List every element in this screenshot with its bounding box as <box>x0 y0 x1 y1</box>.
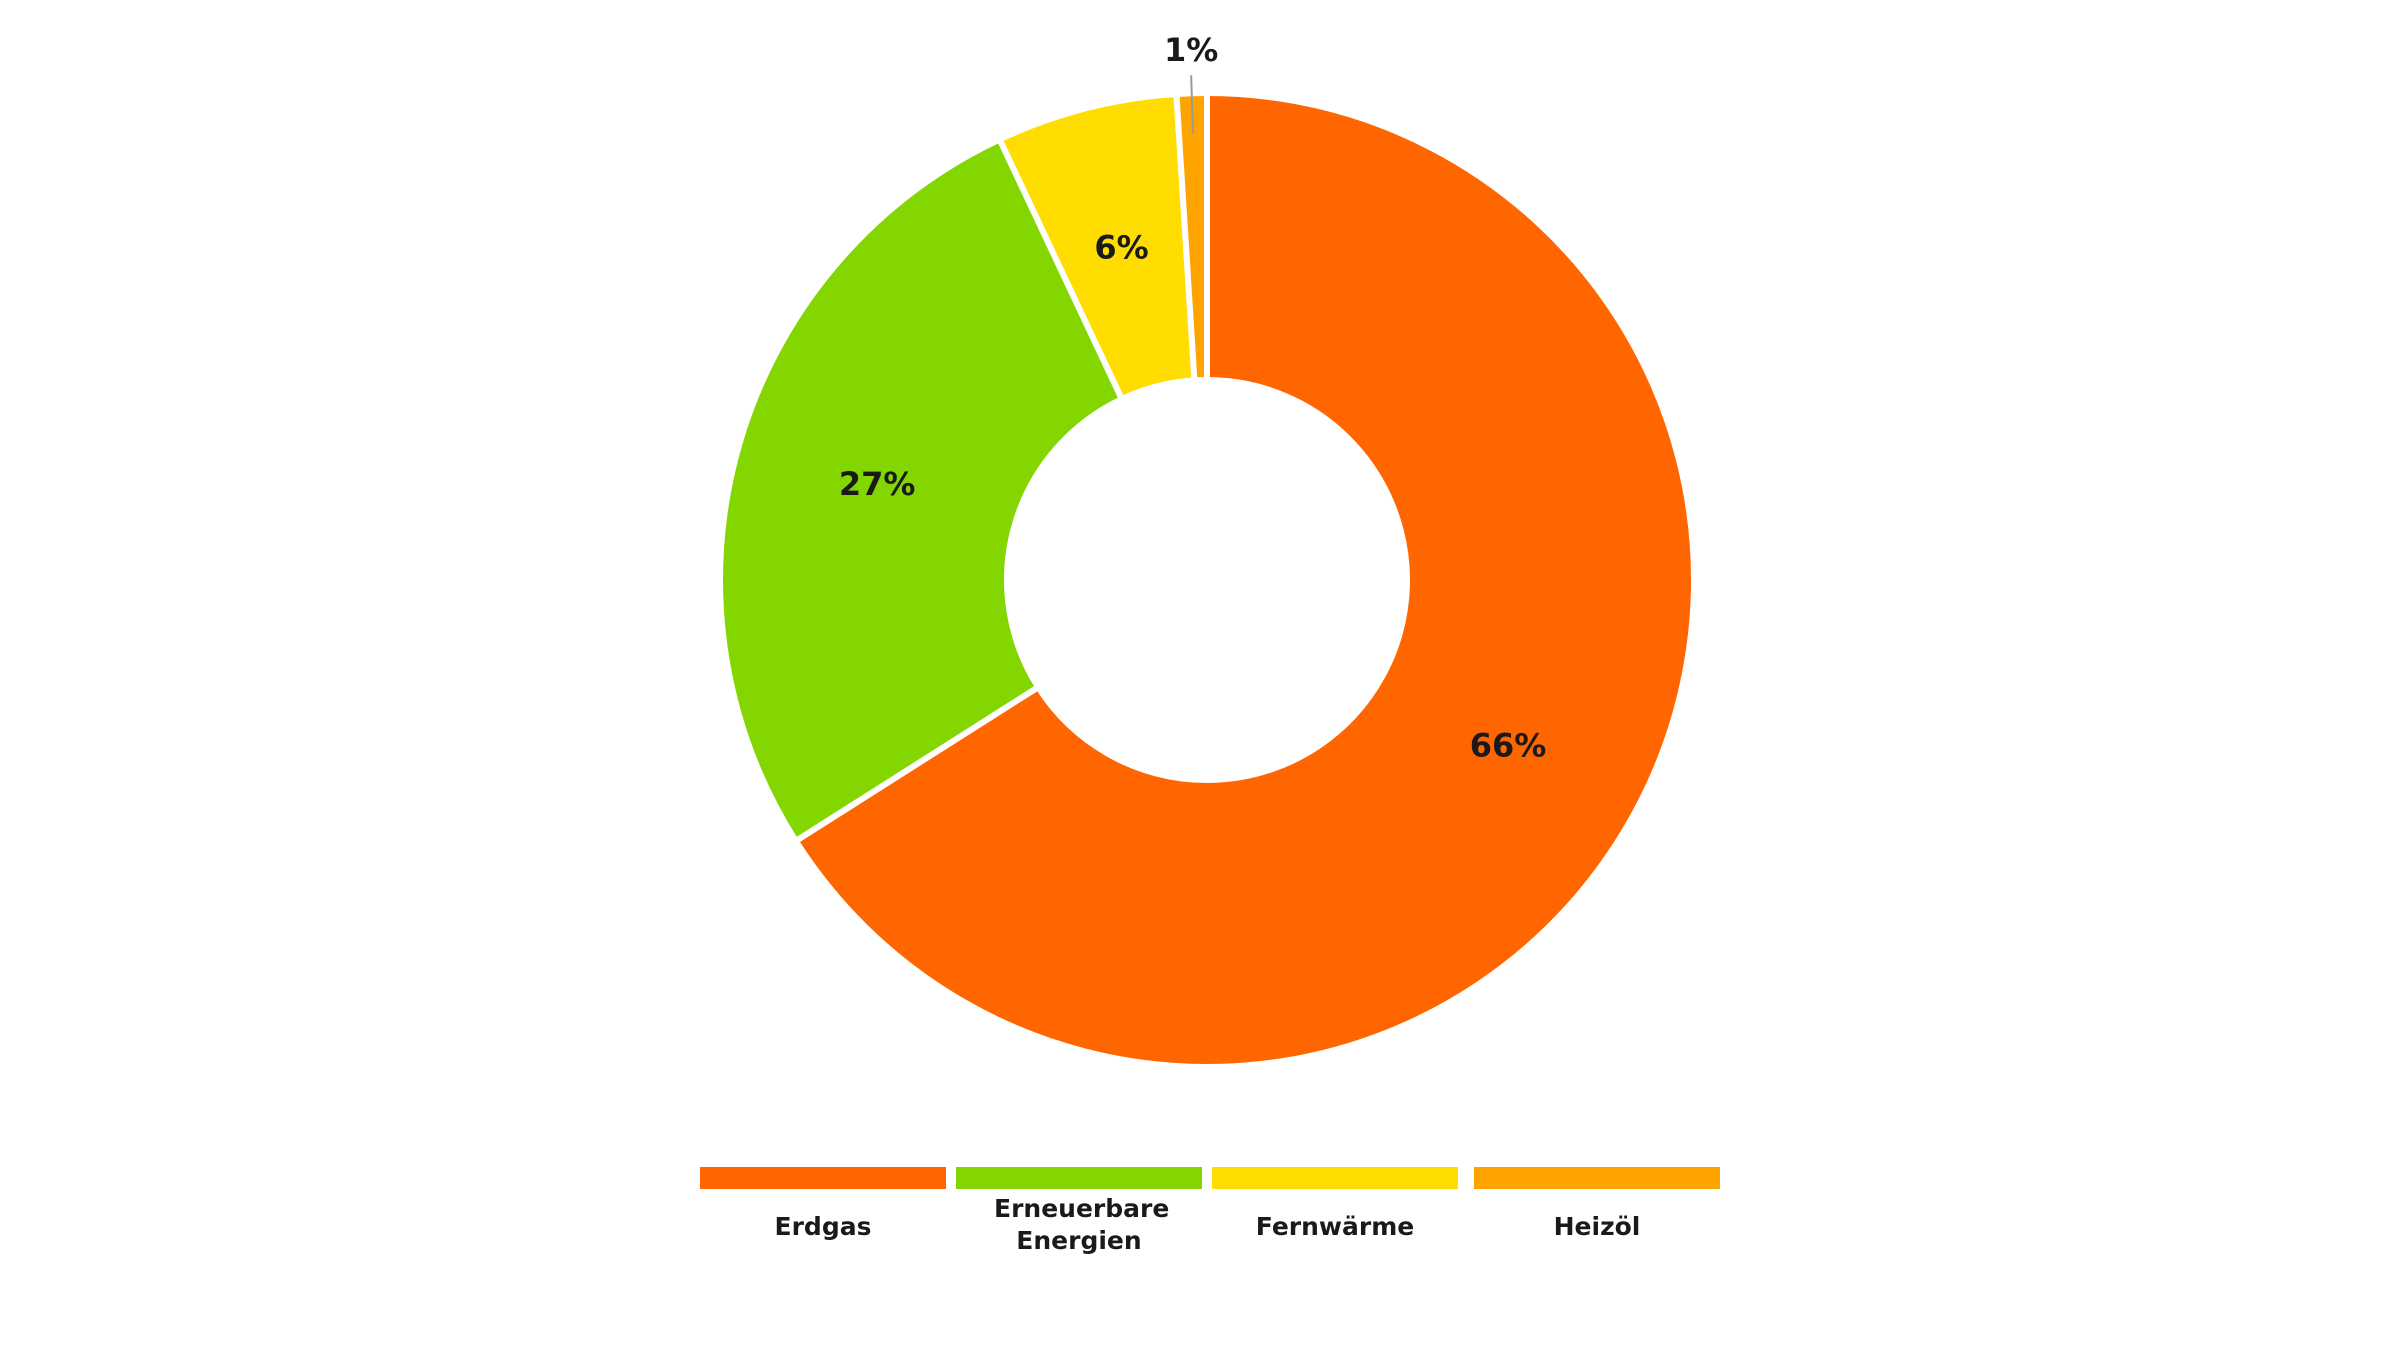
legend-swatch-erneuerbare-energien <box>956 1167 1202 1189</box>
legend-item-erdgas: Erdgas <box>700 1167 946 1243</box>
slice-heizoel <box>1173 89 1210 384</box>
slice-erdgas <box>791 89 1697 1070</box>
slice-label-erneuerbare-energien: 27% <box>839 465 916 503</box>
legend-item-fernwaerme: Fernwärme <box>1212 1167 1458 1243</box>
donut-slices <box>717 89 1697 1070</box>
slice-erneuerbare-energien <box>717 135 1126 846</box>
legend-label-heizoel: Heizöl <box>1553 1212 1641 1241</box>
leader-line-heizoel <box>1190 75 1194 134</box>
legend: Erdgas Erneuerbare Energien Fernwärme He… <box>700 1167 1730 1287</box>
legend-item-heizoel: Heizöl <box>1474 1167 1720 1243</box>
slice-label-heizoel: 1% <box>1164 31 1218 69</box>
slice-label-erdgas: 66% <box>1470 726 1547 764</box>
legend-swatch-fernwaerme <box>1212 1167 1458 1189</box>
legend-label-erneuerbare-energien: Erneuerbare Energien <box>994 1194 1170 1255</box>
slice-label-fernwaerme: 6% <box>1094 228 1148 266</box>
legend-label-fernwaerme: Fernwärme <box>1255 1212 1415 1241</box>
slice-labels: 66% 27% 6% 1% <box>839 31 1546 764</box>
legend-swatch-heizoel <box>1474 1167 1720 1189</box>
legend-label-erdgas: Erdgas <box>774 1212 872 1241</box>
legend-swatch-erdgas <box>700 1167 946 1189</box>
legend-item-erneuerbare-energien: Erneuerbare Energien <box>956 1167 1202 1257</box>
